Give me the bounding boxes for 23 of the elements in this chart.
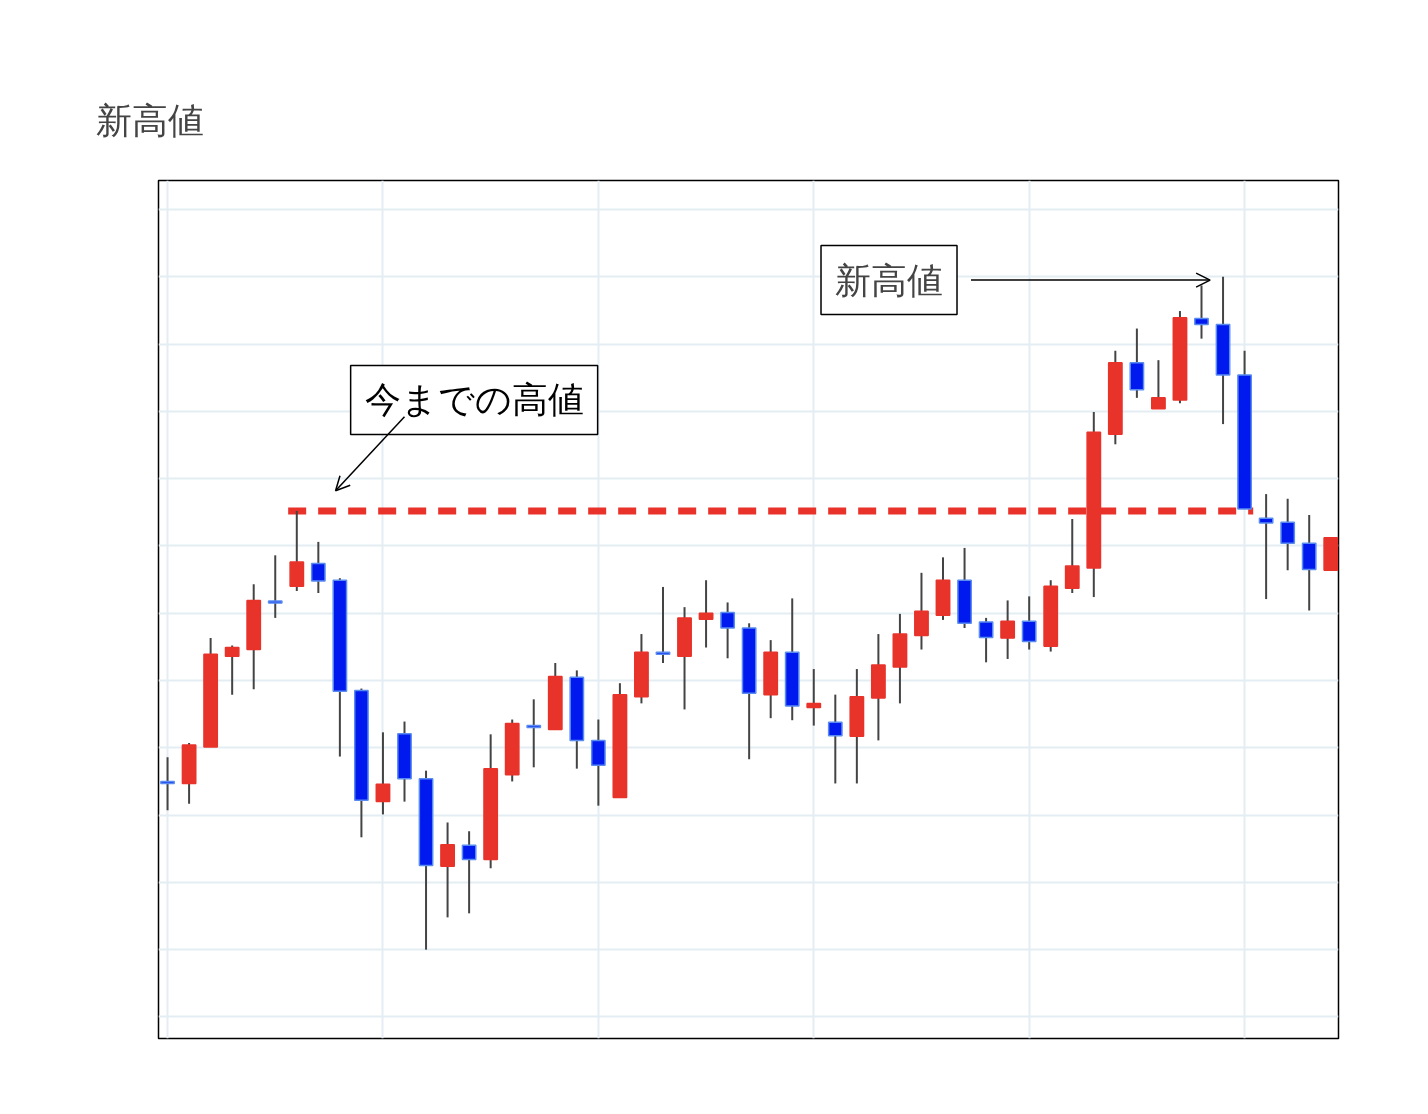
chart-title: 新高値 — [95, 99, 204, 141]
candlestick — [1064, 517, 1080, 595]
candlestick — [375, 731, 391, 816]
candlestick — [1258, 493, 1274, 601]
candlestick — [1000, 599, 1016, 660]
candlestick — [461, 830, 477, 915]
candlestick — [698, 579, 714, 649]
candlestick — [827, 693, 843, 785]
candlestick — [1021, 595, 1037, 651]
candlestick — [655, 585, 671, 664]
candlestick — [160, 756, 175, 812]
candlestick — [310, 540, 326, 595]
candlestick — [440, 821, 455, 919]
candlestick — [1150, 359, 1166, 410]
candlestick — [526, 698, 542, 769]
candlestick — [1280, 497, 1296, 572]
candlestick — [978, 616, 994, 664]
candlestick — [224, 644, 240, 696]
candlestick — [806, 668, 822, 727]
candlestick — [267, 554, 283, 619]
annotation: 新高値 — [835, 259, 944, 301]
candlestick — [720, 601, 736, 660]
ref-line-label: 今までの高値 — [364, 379, 584, 421]
